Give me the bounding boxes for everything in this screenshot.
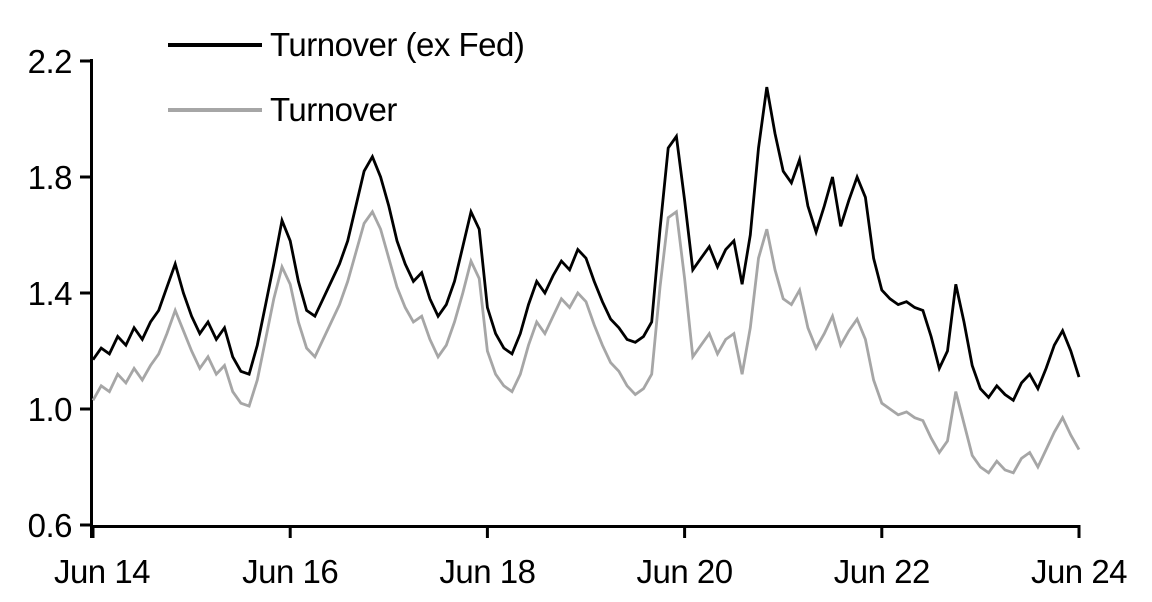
axis-ticks bbox=[80, 59, 1081, 538]
y-tick-label: 1.0 bbox=[28, 391, 73, 428]
axis-tick-labels: 0.6 1.0 1.4 1.8 2.2 Jun 14 Jun 16 Jun 18 Jun 20 J… bbox=[28, 43, 1128, 590]
legend-item-turnover: Turnover bbox=[168, 91, 398, 128]
x-tick-label: Jun 20 bbox=[637, 553, 733, 590]
legend-label-turnover-ex-fed: Turnover (ex Fed) bbox=[270, 26, 524, 63]
y-tick-label: 1.4 bbox=[28, 275, 73, 312]
y-tick-label: 2.2 bbox=[28, 43, 72, 80]
x-tick-label: Jun 16 bbox=[242, 553, 338, 590]
turnover-ex-fed-line bbox=[91, 86, 1081, 403]
series-lines bbox=[91, 86, 1081, 475]
x-tick-label: Jun 14 bbox=[54, 553, 150, 590]
x-tick-label: Jun 22 bbox=[834, 553, 930, 590]
y-tick-label: 0.6 bbox=[28, 507, 72, 544]
axes bbox=[90, 59, 1081, 538]
x-tick-label: Jun 24 bbox=[1031, 553, 1127, 590]
legend-item-turnover-ex-fed: Turnover (ex Fed) bbox=[168, 26, 525, 63]
x-tick-label: Jun 18 bbox=[439, 553, 535, 590]
legend: Turnover (ex Fed) Turnover bbox=[168, 26, 525, 128]
legend-label-turnover: Turnover bbox=[270, 91, 397, 128]
y-tick-label: 1.8 bbox=[28, 159, 72, 196]
turnover-line bbox=[91, 209, 1081, 475]
